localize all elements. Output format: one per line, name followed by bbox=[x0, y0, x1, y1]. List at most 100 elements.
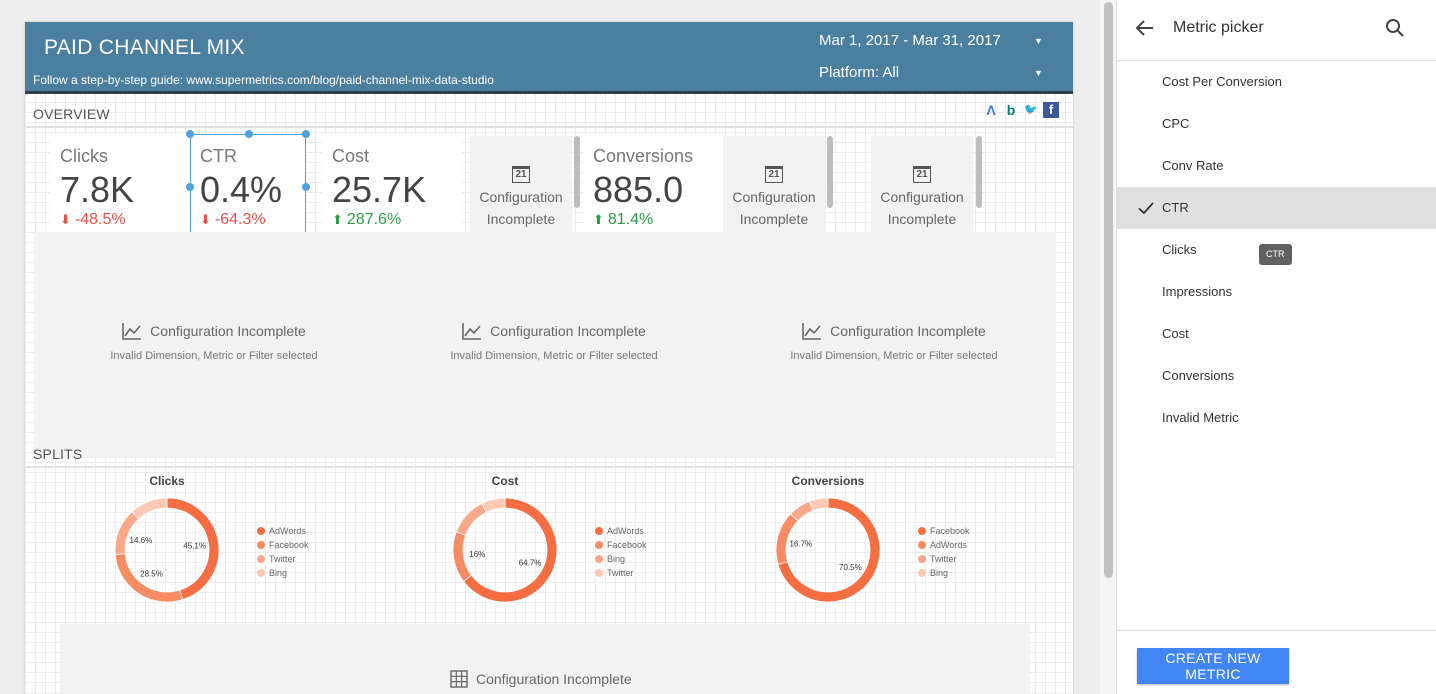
legend-dot bbox=[918, 541, 926, 549]
splits-section-label: SPLITS bbox=[33, 446, 83, 462]
selection-box[interactable] bbox=[186, 130, 310, 243]
scorecard-cost[interactable]: Cost 25.7K ⬆ 287.6% bbox=[322, 134, 462, 242]
arrow-down-icon: ⬇ bbox=[60, 212, 71, 227]
platform-filter[interactable]: Platform: All ▼ bbox=[819, 64, 1043, 81]
metric-item-clicks[interactable]: Clicks bbox=[1117, 229, 1436, 271]
slice-label: 70.5% bbox=[839, 563, 862, 572]
scorecard-delta: ⬆ 287.6% bbox=[332, 211, 401, 229]
metric-item-impressions[interactable]: Impressions bbox=[1117, 271, 1436, 313]
resize-handle[interactable] bbox=[302, 183, 310, 191]
metric-item-invalid-metric[interactable]: Invalid Metric bbox=[1117, 397, 1436, 439]
resize-handle[interactable] bbox=[186, 130, 194, 138]
line-chart-icon bbox=[802, 323, 822, 340]
table-panel[interactable]: Configuration Incomplete bbox=[60, 624, 1030, 694]
legend-label: AdWords bbox=[930, 540, 967, 550]
metric-tooltip: CTR bbox=[1259, 244, 1292, 265]
metric-item-cost-per-conversion[interactable]: Cost Per Conversion bbox=[1117, 61, 1436, 103]
card-scrollbar[interactable] bbox=[976, 136, 982, 208]
legend-item: Facebook bbox=[595, 538, 647, 552]
metric-label: Conversions bbox=[1162, 368, 1235, 383]
arrow-back-icon[interactable] bbox=[1133, 16, 1157, 40]
legend-label: Bing bbox=[930, 568, 949, 578]
donut-slice-bing[interactable] bbox=[131, 497, 168, 520]
metric-item-conv-rate[interactable]: Conv Rate bbox=[1117, 145, 1436, 187]
config-text-line2: Incomplete bbox=[887, 211, 957, 227]
report-page: PAID CHANNEL MIX Follow a step-by-step g… bbox=[25, 22, 1073, 694]
timeseries-chart-placeholder: Configuration Incomplete Invalid Dimensi… bbox=[84, 322, 344, 362]
config-incomplete-card[interactable]: 21 Configuration Incomplete bbox=[723, 136, 825, 242]
report-header: PAID CHANNEL MIX Follow a step-by-step g… bbox=[25, 22, 1073, 94]
scorecard-conversions[interactable]: Conversions 885.0 ⬆ 81.4% bbox=[583, 134, 723, 242]
legend-item: Bing bbox=[257, 566, 309, 580]
legend-dot bbox=[257, 541, 265, 549]
facebook-icon: f bbox=[1043, 102, 1059, 118]
main-scrollbar[interactable] bbox=[1100, 0, 1116, 694]
scorecard-label: Clicks bbox=[60, 146, 108, 166]
slice-label: 28.5% bbox=[140, 569, 163, 578]
scorecard-clicks[interactable]: Clicks 7.8K ⬇ -48.5% bbox=[50, 134, 190, 242]
legend-dot bbox=[595, 569, 603, 577]
metric-label: Impressions bbox=[1162, 284, 1233, 299]
metric-item-cpc[interactable]: CPC bbox=[1117, 103, 1436, 145]
config-incomplete-card[interactable]: 21 Configuration Incomplete bbox=[470, 136, 572, 242]
search-icon[interactable] bbox=[1383, 16, 1407, 40]
scorecard-value: 7.8K bbox=[60, 169, 135, 210]
table-icon bbox=[450, 670, 468, 688]
legend-dot bbox=[257, 555, 265, 563]
legend-label: Facebook bbox=[930, 526, 970, 536]
adwords-icon: Λ bbox=[986, 102, 996, 118]
slice-label: 16% bbox=[469, 550, 485, 559]
donut-slice-bing[interactable] bbox=[455, 502, 487, 536]
scorecard-ctr[interactable]: CTR 0.4% ⬇ -64.3% bbox=[190, 134, 306, 242]
metric-item-cost[interactable]: Cost bbox=[1117, 313, 1436, 355]
timeseries-chart-placeholder: Configuration Incomplete Invalid Dimensi… bbox=[424, 322, 684, 362]
line-chart-icon bbox=[122, 323, 142, 340]
chart-title: Cost bbox=[491, 474, 519, 488]
resize-handle[interactable] bbox=[245, 130, 253, 138]
legend-dot bbox=[595, 555, 603, 563]
legend-item: Bing bbox=[918, 566, 970, 580]
report-title: PAID CHANNEL MIX bbox=[44, 36, 245, 59]
config-text-line2: Incomplete bbox=[486, 211, 556, 227]
date-range-selector[interactable]: Mar 1, 2017 - Mar 31, 2017 ▼ bbox=[819, 32, 1043, 49]
metric-label: Clicks bbox=[1162, 242, 1197, 257]
legend-item: AdWords bbox=[918, 538, 970, 552]
card-scrollbar[interactable] bbox=[574, 136, 580, 208]
donut-chart-conversions[interactable]: Conversions 70.5% 16.7% Facebook AdWords Tw… bbox=[768, 474, 1028, 614]
donut-slice-twitter[interactable] bbox=[114, 511, 140, 556]
donut-chart-clicks[interactable]: Clicks 45.1% 28.5% 14.6% AdWords Facebook Tw… bbox=[107, 474, 367, 614]
timeseries-panel[interactable]: Configuration Incomplete Invalid Dimensi… bbox=[34, 232, 1056, 458]
picker-footer: CREATE NEW METRIC bbox=[1117, 630, 1436, 694]
config-incomplete-card[interactable]: 21 Configuration Incomplete bbox=[871, 136, 973, 242]
scorecard-value: 885.0 bbox=[593, 169, 684, 210]
scrollbar-thumb[interactable] bbox=[1104, 2, 1113, 578]
legend-dot bbox=[595, 541, 603, 549]
chart-legend: AdWords Facebook Twitter Bing bbox=[257, 524, 309, 580]
donut-chart-cost[interactable]: Cost 64.7% 16% AdWords Facebook Bing Twitter bbox=[445, 474, 705, 614]
check-icon bbox=[1138, 202, 1154, 215]
date-range-value: Mar 1, 2017 - Mar 31, 2017 bbox=[819, 32, 1001, 49]
platform-filter-value: Platform: All bbox=[819, 64, 900, 81]
line-chart-icon bbox=[462, 323, 482, 340]
calendar-icon: 21 bbox=[913, 166, 931, 183]
metric-label: Cost bbox=[1162, 326, 1189, 341]
donut-slice-twitter[interactable] bbox=[481, 497, 506, 513]
legend-label: Facebook bbox=[607, 540, 647, 550]
legend-dot bbox=[918, 527, 926, 535]
slice-label: 45.1% bbox=[183, 542, 206, 551]
picker-header: Metric picker bbox=[1117, 0, 1436, 61]
resize-handle[interactable] bbox=[302, 130, 310, 138]
metric-item-conversions[interactable]: Conversions bbox=[1117, 355, 1436, 397]
report-subtitle: Follow a step-by-step guide: www.superme… bbox=[33, 73, 494, 87]
placeholder-title: Configuration Incomplete bbox=[830, 323, 986, 339]
card-scrollbar[interactable] bbox=[827, 136, 833, 208]
slice-label: 16.7% bbox=[789, 539, 812, 548]
create-new-metric-button[interactable]: CREATE NEW METRIC bbox=[1137, 648, 1289, 684]
delta-value: 81.4% bbox=[607, 211, 654, 228]
platform-logos: Λ b 🐦 f bbox=[983, 101, 1059, 119]
scorecard-label: Cost bbox=[332, 146, 370, 166]
resize-handle[interactable] bbox=[186, 183, 194, 191]
metric-item-ctr[interactable]: CTR bbox=[1117, 187, 1436, 229]
donut-slice-bing[interactable] bbox=[808, 497, 829, 512]
placeholder-subtitle: Invalid Dimension, Metric or Filter sele… bbox=[790, 350, 998, 362]
